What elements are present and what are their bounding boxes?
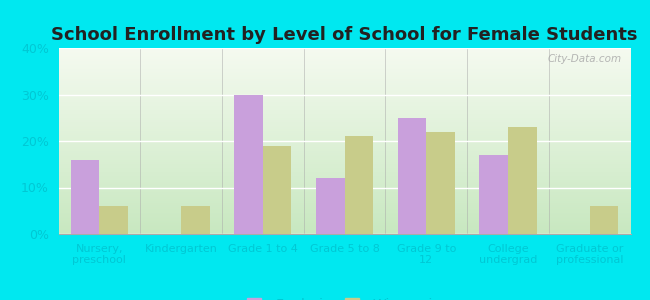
- Bar: [181, 206, 210, 234]
- Bar: [234, 94, 263, 234]
- Text: City-Data.com: City-Data.com: [548, 54, 622, 64]
- Bar: [316, 178, 344, 234]
- Bar: [99, 206, 128, 234]
- Bar: [398, 118, 426, 234]
- Bar: [426, 132, 455, 234]
- Bar: [508, 127, 536, 234]
- Bar: [590, 206, 618, 234]
- Title: School Enrollment by Level of School for Female Students: School Enrollment by Level of School for…: [51, 26, 638, 44]
- Bar: [344, 136, 373, 234]
- Bar: [263, 146, 291, 234]
- Bar: [479, 155, 508, 234]
- Bar: [71, 160, 99, 234]
- Legend: Frederic, Wisconsin: Frederic, Wisconsin: [243, 293, 446, 300]
